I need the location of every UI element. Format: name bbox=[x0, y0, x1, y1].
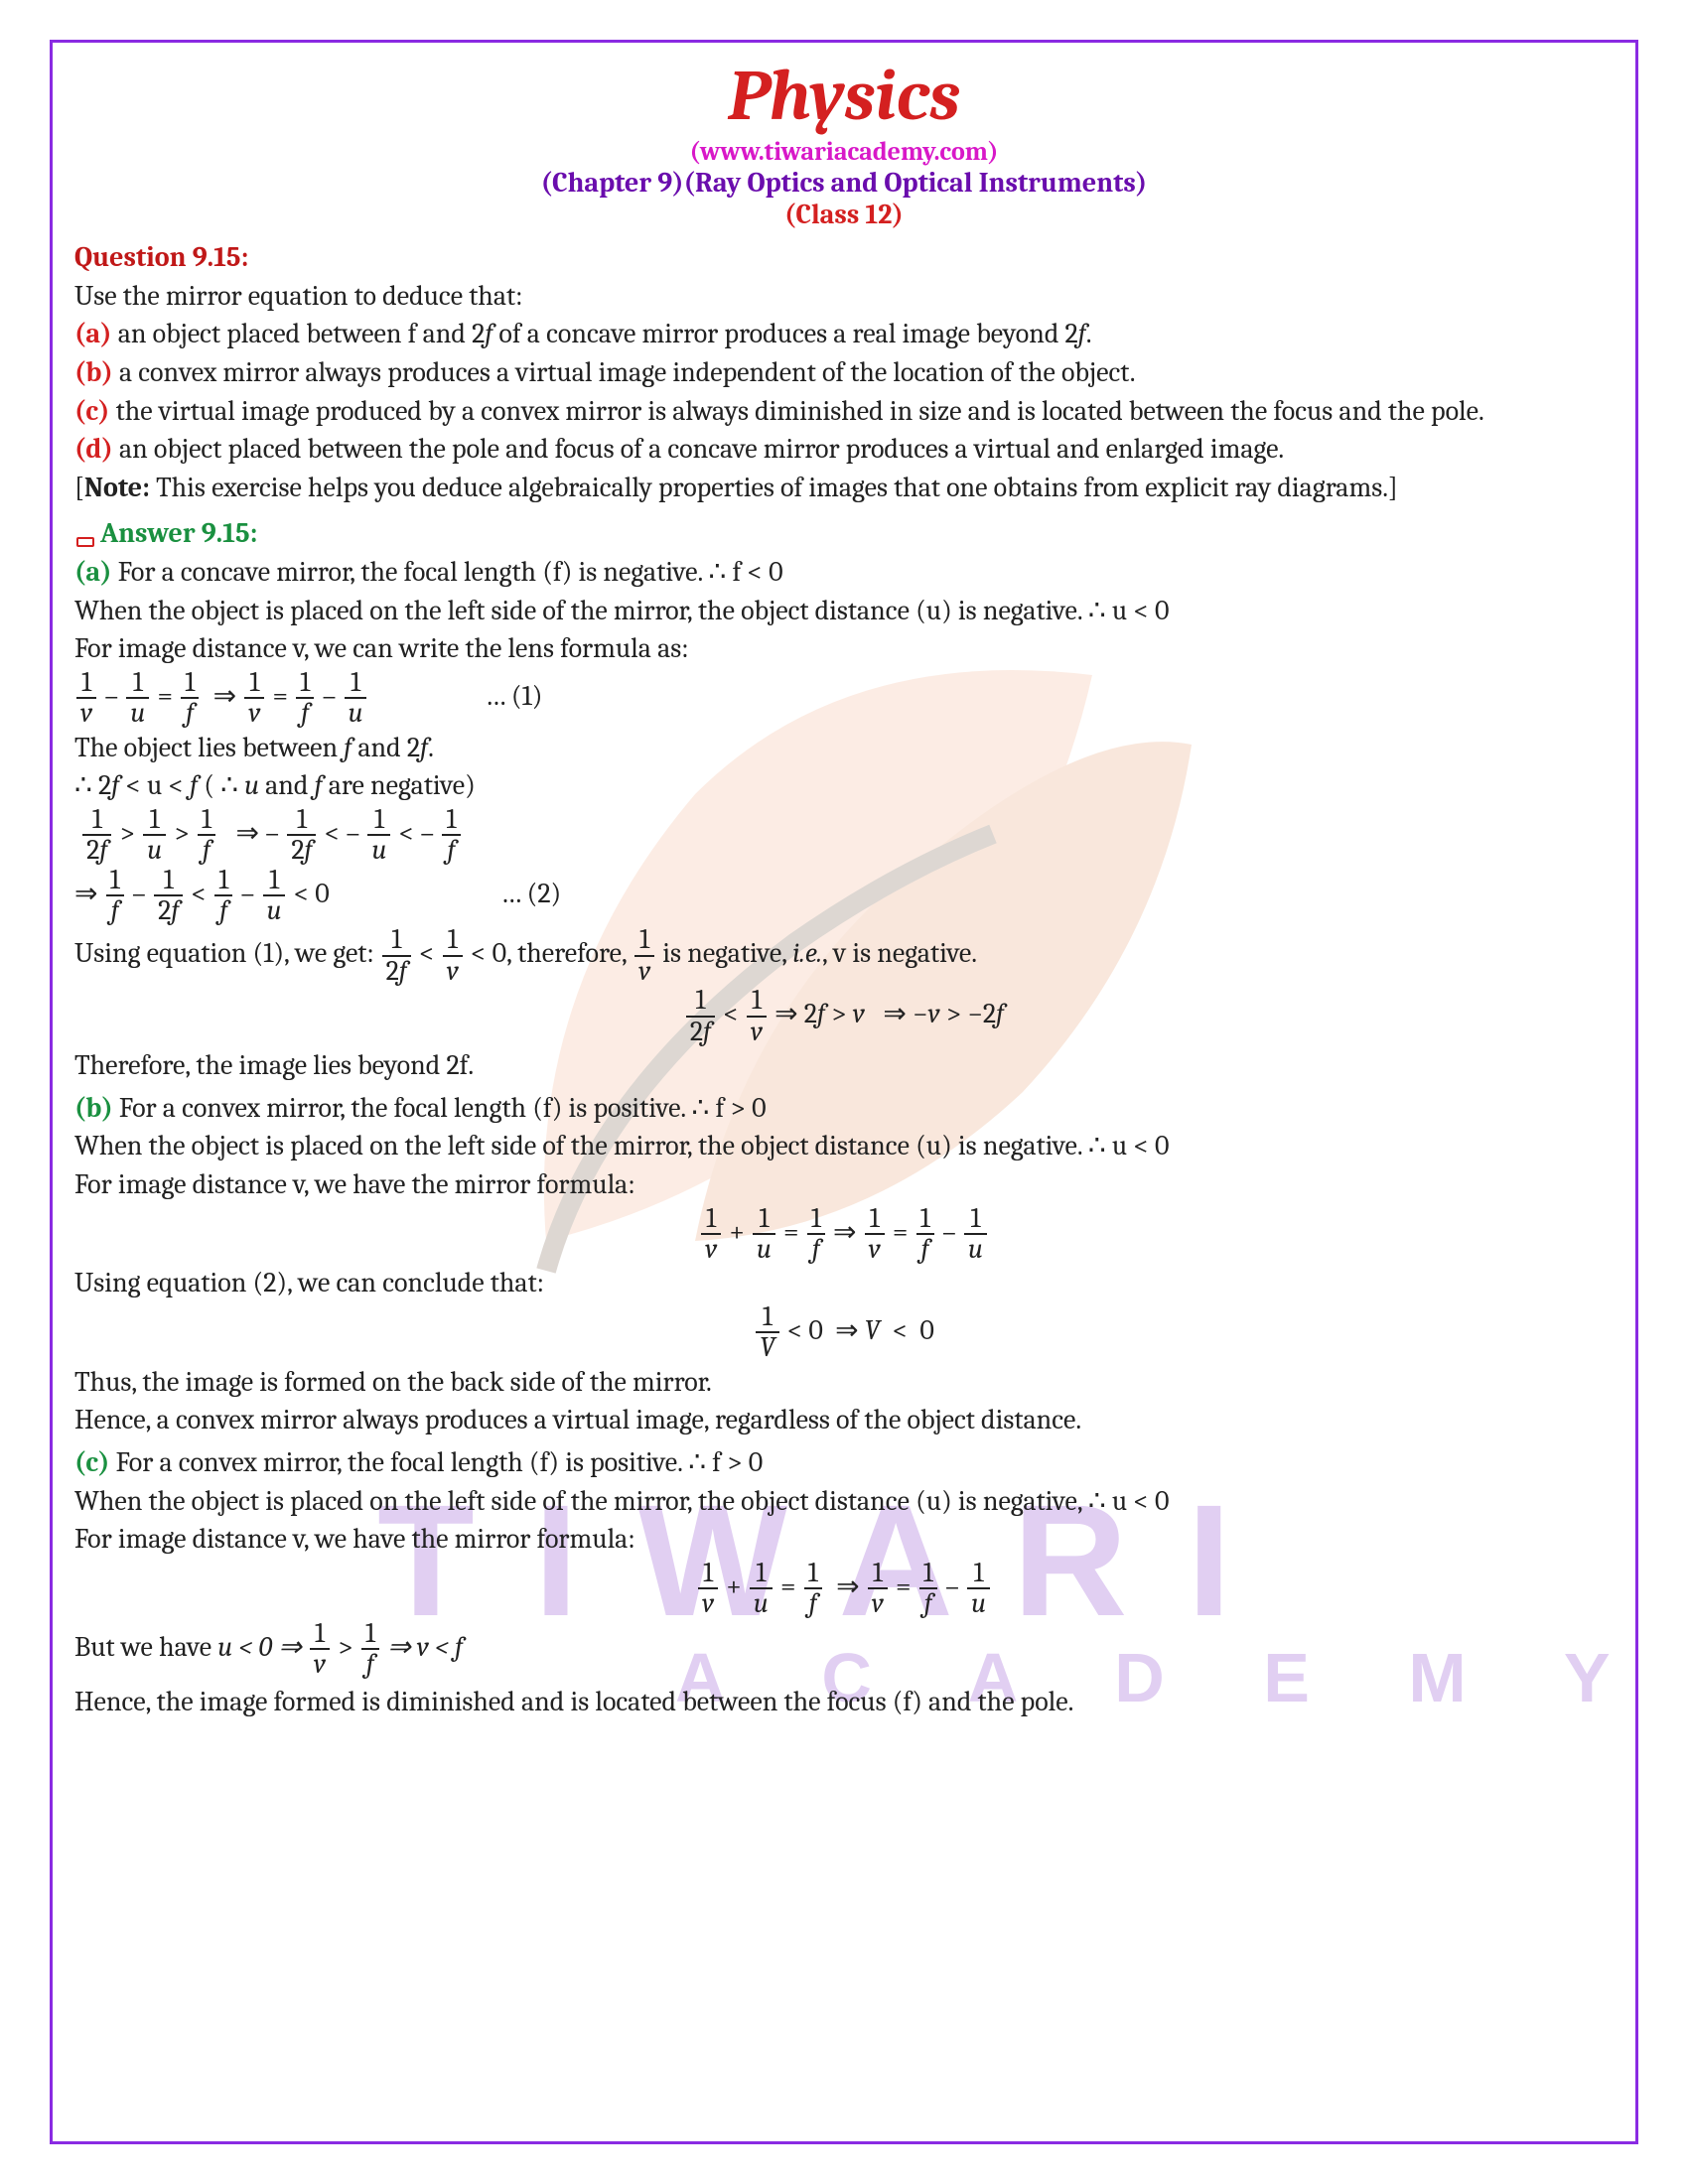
ans-c-p3: For image distance v, we have the mirror… bbox=[74, 1520, 1614, 1559]
answer-block: Answer 9.15: (a) For a concave mirror, t… bbox=[74, 514, 1614, 1721]
ans-a-p4: The object lies between f and 2f. bbox=[74, 729, 1614, 767]
ans-a-p2: When the object is placed on the left si… bbox=[74, 592, 1614, 630]
option-c: (c) the virtual image produced by a conv… bbox=[74, 392, 1614, 431]
eq2-tag: … (2) bbox=[500, 878, 561, 909]
ans-b-label: (b) bbox=[74, 1092, 113, 1124]
ans-b-p5: Thus, the image is formed on the back si… bbox=[74, 1363, 1614, 1402]
option-d: (d) an object placed between the pole an… bbox=[74, 430, 1614, 469]
option-a: (a) an object placed between f and 2f of… bbox=[74, 315, 1614, 353]
ans-c-p1: (c) For a convex mirror, the focal lengt… bbox=[74, 1443, 1614, 1482]
ans-c-p5: Hence, the image formed is diminished an… bbox=[74, 1683, 1614, 1721]
note-text: This exercise helps you deduce algebraic… bbox=[150, 472, 1398, 503]
ans-c-p4: But we have u < 0 ⇒ 1v > 1f ⇒ v < f bbox=[74, 1619, 1614, 1680]
page-content: Physics (www.tiwariacademy.com) (Chapter… bbox=[74, 55, 1614, 1721]
answer-icon bbox=[74, 525, 96, 547]
opt-d-label: (d) bbox=[74, 433, 113, 465]
question-label: Question 9.15: bbox=[74, 241, 248, 273]
ans-b-p6: Hence, a convex mirror always produces a… bbox=[74, 1401, 1614, 1439]
opt-d-text: an object placed between the pole and fo… bbox=[119, 433, 1284, 465]
answer-label: Answer 9.15: bbox=[100, 517, 257, 549]
opt-c-label: (c) bbox=[74, 395, 109, 427]
ans-a-p3: For image distance v, we can write the l… bbox=[74, 629, 1614, 668]
title-url: (www.tiwariacademy.com) bbox=[74, 137, 1614, 167]
opt-c-text: the virtual image produced by a convex m… bbox=[116, 395, 1484, 427]
ans-b-eq1: 1v + 1u = 1f ⇒ 1v = 1f – 1u bbox=[74, 1204, 1614, 1265]
question-note: [Note: This exercise helps you deduce al… bbox=[74, 469, 1614, 507]
title-class: (Class 12) bbox=[74, 199, 1614, 230]
ans-b-p3: For image distance v, we have the mirror… bbox=[74, 1165, 1614, 1204]
ans-a-p5: ∴ 2f < u < f ( ∴ u and f are negative) bbox=[74, 766, 1614, 805]
question-block: Question 9.15: Use the mirror equation t… bbox=[74, 238, 1614, 506]
note-label: Note: bbox=[84, 472, 150, 503]
title-main: Physics bbox=[74, 55, 1614, 137]
opt-b-text: a convex mirror always produces a virtua… bbox=[119, 356, 1136, 388]
ans-b-p4: Using equation (2), we can conclude that… bbox=[74, 1264, 1614, 1302]
opt-b-label: (b) bbox=[74, 356, 113, 388]
ans-b-p1: (b) For a convex mirror, the focal lengt… bbox=[74, 1089, 1614, 1128]
ans-a-eq1: 1v – 1u = 1f ⇒ 1v = 1f – 1u … (1) bbox=[74, 668, 1614, 729]
title-chapter: (Chapter 9)(Ray Optics and Optical Instr… bbox=[74, 167, 1614, 199]
ans-c-eq1: 1v + 1u = 1f ⇒ 1v = 1f – 1u bbox=[74, 1559, 1614, 1619]
opt-a-text: an object placed between f and 2f of a c… bbox=[118, 318, 1092, 349]
ans-a-p6: Using equation (1), we get: 12f < 1v < 0… bbox=[74, 925, 1614, 986]
option-b: (b) a convex mirror always produces a vi… bbox=[74, 353, 1614, 392]
ans-b-p2: When the object is placed on the left si… bbox=[74, 1127, 1614, 1165]
ans-a-eq2b: ⇒ 1f – 12f < 1f – 1u < 0 … (2) bbox=[74, 866, 1614, 926]
ans-a-eq3: 12f < 1v ⇒ 2f > v ⇒ −v > −2f bbox=[74, 986, 1614, 1046]
ans-b-eq2: 1V < 0 ⇒ V < 0 bbox=[74, 1302, 1614, 1363]
eq1-tag: … (1) bbox=[486, 680, 543, 712]
ans-c-label: (c) bbox=[74, 1446, 109, 1478]
ans-a-eq2a: 12f > 1u > 1f ⇒ – 12f < – 1u < – 1f bbox=[74, 805, 1614, 866]
opt-a-label: (a) bbox=[74, 318, 112, 349]
page-header: Physics (www.tiwariacademy.com) (Chapter… bbox=[74, 55, 1614, 230]
ans-a-p1: (a) For a concave mirror, the focal leng… bbox=[74, 553, 1614, 592]
ans-a-p7: Therefore, the image lies beyond 2f. bbox=[74, 1046, 1614, 1085]
ans-c-p2: When the object is placed on the left si… bbox=[74, 1482, 1614, 1521]
ans-a-label: (a) bbox=[74, 556, 112, 588]
question-stem: Use the mirror equation to deduce that: bbox=[74, 277, 1614, 316]
